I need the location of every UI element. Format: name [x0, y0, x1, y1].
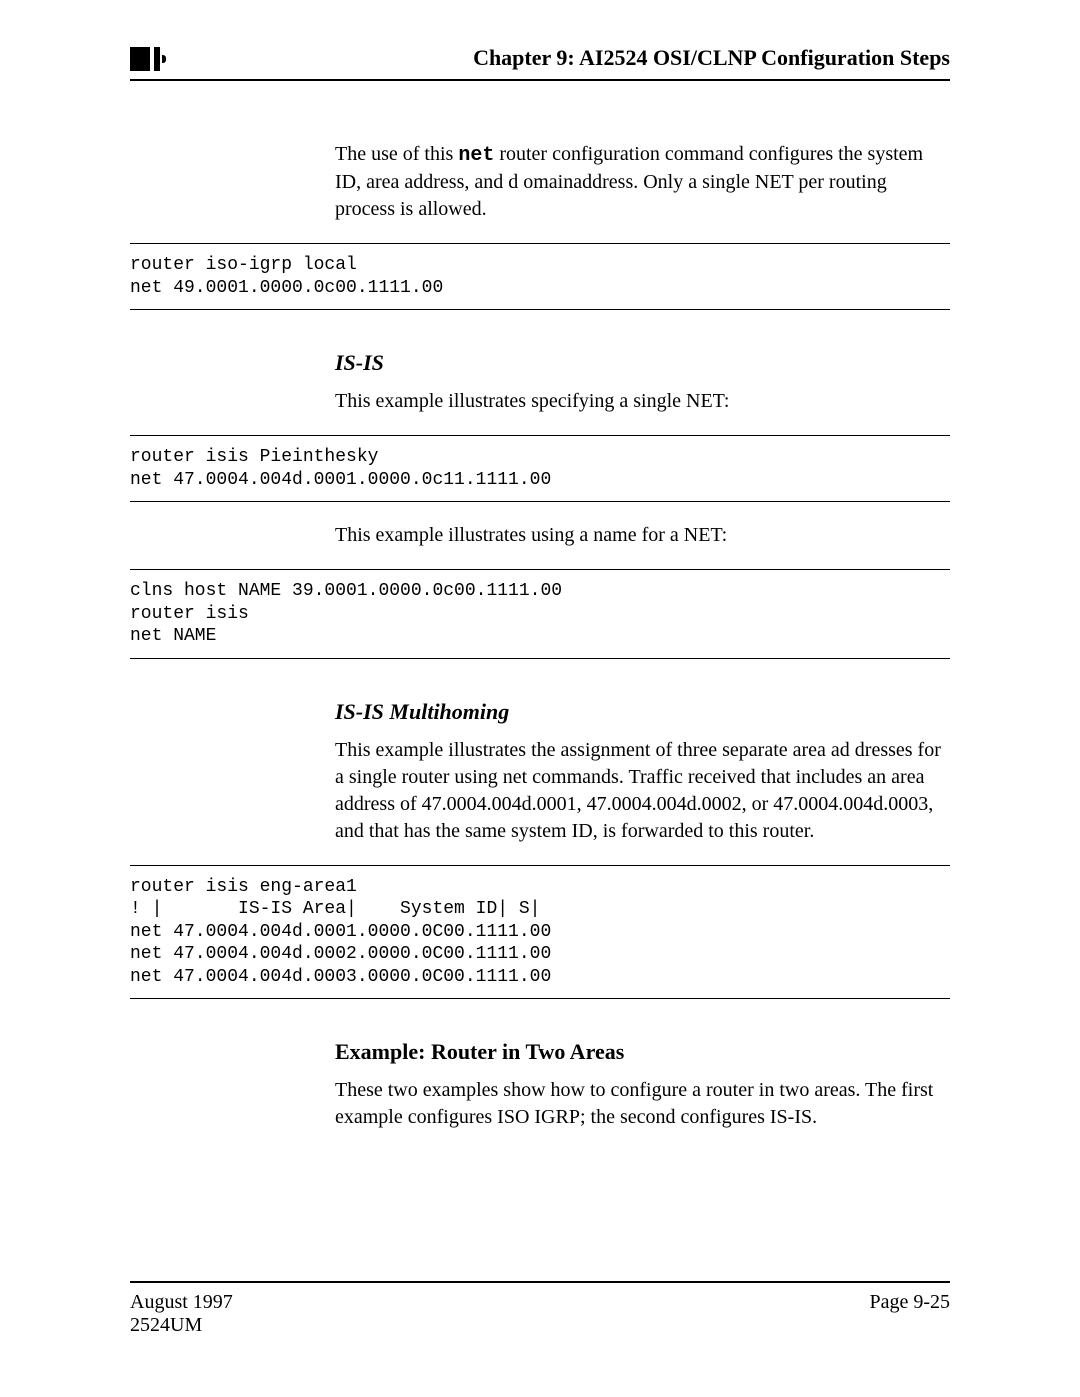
- footer-doc-id: 2524UM: [130, 1314, 233, 1337]
- footer-date: August 1997: [130, 1291, 233, 1314]
- code-block-4: router isis eng-area1 ! | IS-IS Area| Sy…: [130, 865, 950, 1000]
- example-text: These two examples show how to configure…: [335, 1077, 950, 1131]
- example-heading: Example: Router in Two Areas: [335, 1039, 950, 1065]
- footer-page: Page 9-25: [869, 1291, 950, 1337]
- code-block-3: clns host NAME 39.0001.0000.0c00.1111.00…: [130, 569, 950, 659]
- page: Chapter 9: AI2524 OSI/CLNP Configuration…: [0, 0, 1080, 1397]
- isis-heading: IS-IS: [335, 350, 950, 376]
- footer-left: August 1997 2524UM: [130, 1291, 233, 1337]
- multihoming-text: This example illustrates the assignment …: [335, 737, 950, 845]
- text-after-code2: This example illustrates using a name fo…: [335, 522, 950, 549]
- intro-paragraph: The use of this net router configuration…: [335, 141, 950, 223]
- net-keyword: net: [458, 144, 494, 167]
- intro-pre: The use of this: [335, 143, 458, 165]
- code-block-2: router isis Pieinthesky net 47.0004.004d…: [130, 435, 950, 502]
- chapter-title: Chapter 9: AI2524 OSI/CLNP Configuration…: [473, 45, 950, 71]
- isis-text: This example illustrates specifying a si…: [335, 388, 950, 415]
- page-header: Chapter 9: AI2524 OSI/CLNP Configuration…: [130, 45, 950, 81]
- logo-icon: [130, 47, 164, 71]
- page-footer: August 1997 2524UM Page 9-25: [130, 1281, 950, 1337]
- code-block-1: router iso-igrp local net 49.0001.0000.0…: [130, 243, 950, 310]
- multihoming-heading: IS-IS Multihoming: [335, 699, 950, 725]
